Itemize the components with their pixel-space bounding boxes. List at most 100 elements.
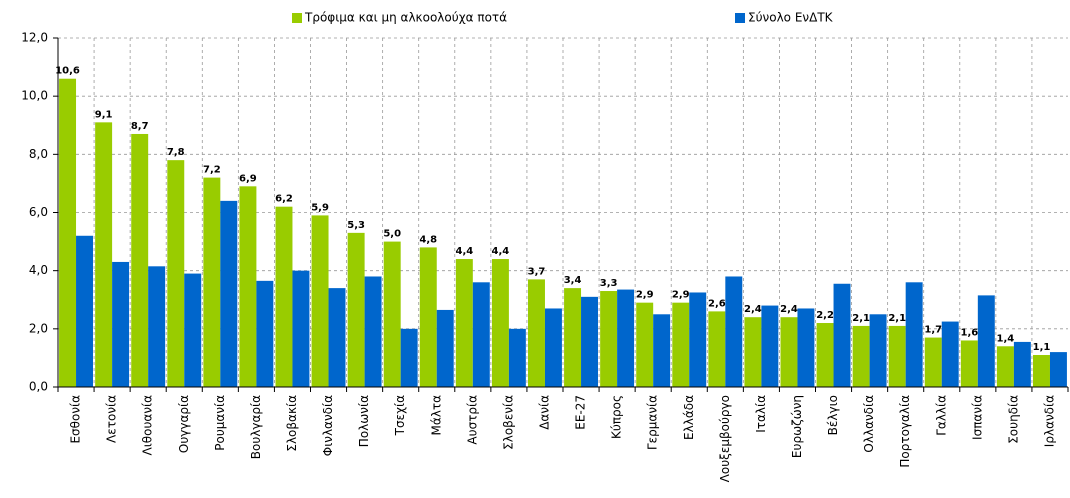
x-tick-label: Ρουμανία — [213, 395, 227, 451]
bar — [256, 280, 274, 387]
bar — [1013, 341, 1031, 387]
bar — [59, 78, 77, 387]
x-tick-label: Κύπρος — [610, 395, 624, 439]
x-tick-label: Γερμανία — [646, 395, 660, 450]
x-tick-label: Ισπανία — [970, 395, 984, 440]
value-label: 2,9 — [672, 290, 690, 301]
x-tick-label: Πορτογαλία — [898, 395, 912, 468]
x-tick-label: Ελλάδα — [682, 395, 696, 440]
x-tick-label: Δανία — [537, 395, 551, 430]
bar — [167, 160, 185, 387]
bar — [672, 302, 690, 387]
bar — [816, 323, 834, 387]
bar — [131, 133, 149, 387]
bar — [852, 325, 870, 387]
bar — [76, 235, 93, 387]
value-label: 8,7 — [131, 121, 149, 132]
y-tick-label: 8,0 — [29, 147, 48, 161]
bar — [528, 279, 545, 387]
bar — [419, 247, 437, 387]
bar — [797, 308, 815, 387]
bar — [328, 288, 346, 387]
x-tick-label: Λετονία — [105, 395, 119, 443]
x-tick-label: Ευρωζώνη — [790, 395, 804, 458]
x-tick-label: Πολωνία — [357, 395, 371, 447]
x-tick-label: Λουξεμβούργο — [718, 395, 732, 482]
bar — [924, 337, 942, 387]
bar — [761, 305, 779, 387]
x-tick-label: Ιρλανδία — [1042, 395, 1056, 447]
x-tick-label: Ουγγαρία — [177, 395, 191, 453]
x-tick-label: Εσθονία — [69, 395, 83, 444]
x-tick-label: Τσεχία — [393, 395, 407, 436]
bar — [689, 292, 707, 387]
value-label: 6,2 — [275, 194, 293, 205]
x-tick-label: Ιταλία — [754, 395, 768, 433]
bar — [184, 273, 202, 387]
bar — [653, 314, 671, 387]
bar — [239, 186, 257, 387]
bar — [708, 311, 726, 387]
bar — [888, 325, 906, 387]
bar — [960, 340, 978, 387]
y-tick-label: 12,0 — [21, 31, 48, 45]
bar — [833, 283, 851, 387]
bar — [1033, 355, 1050, 387]
x-tick-label: Φινλανδία — [321, 395, 335, 456]
x-tick-label: Μάλτα — [429, 395, 443, 436]
bar — [941, 321, 959, 387]
bar — [472, 282, 490, 387]
value-label: 5,0 — [383, 229, 401, 240]
y-tick-label: 4,0 — [29, 263, 48, 277]
y-tick-label: 10,0 — [21, 89, 48, 103]
value-label: 3,7 — [528, 266, 546, 277]
y-tick-label: 0,0 — [29, 380, 48, 394]
value-label: 2,9 — [636, 290, 654, 301]
bar — [725, 276, 743, 387]
bar — [383, 241, 401, 387]
bar — [744, 317, 762, 387]
bar — [311, 215, 329, 387]
value-label: 1,7 — [924, 325, 942, 336]
bar — [275, 206, 293, 387]
value-label: 7,8 — [167, 147, 185, 158]
x-tick-label: Βέλγιο — [826, 395, 840, 435]
value-label: 10,6 — [55, 66, 80, 77]
bar — [400, 328, 418, 387]
bar — [564, 288, 582, 387]
value-label: 5,3 — [347, 220, 365, 231]
x-tick-label: Ολλανδία — [862, 395, 876, 453]
legend-label: Σύνολο ΕνΔΤΚ — [748, 11, 834, 25]
x-tick-label: Βουλγαρία — [249, 395, 263, 459]
bar — [600, 291, 618, 387]
value-label: 1,1 — [1033, 342, 1051, 353]
bar — [977, 295, 995, 387]
x-tick-label: ΕΕ-27 — [574, 395, 588, 430]
value-label: 4,8 — [419, 234, 437, 245]
value-label: 4,4 — [455, 246, 473, 257]
bar — [996, 346, 1014, 387]
value-label: 2,2 — [816, 310, 834, 321]
bar — [508, 328, 526, 387]
value-label: 4,4 — [492, 246, 510, 257]
y-tick-label: 6,0 — [29, 205, 48, 219]
x-tick-label: Σλοβακία — [285, 395, 299, 452]
value-label: 3,3 — [600, 278, 618, 289]
y-tick-label: 2,0 — [29, 321, 48, 335]
legend-label: Τρόφιμα και μη αλκοολούχα ποτά — [304, 11, 507, 25]
legend-swatch — [735, 13, 745, 23]
bar — [636, 302, 654, 387]
x-tick-label: Αυστρία — [465, 395, 479, 445]
value-label: 2,1 — [888, 313, 906, 324]
value-label: 2,4 — [744, 304, 762, 315]
bar — [455, 259, 473, 387]
value-label: 1,6 — [960, 327, 978, 338]
x-tick-label: Γαλλία — [934, 395, 948, 436]
bar — [436, 309, 454, 387]
bar — [112, 261, 130, 387]
value-label: 7,2 — [203, 165, 221, 176]
x-tick-label: Λιθουανία — [141, 395, 155, 456]
value-label: 2,4 — [780, 304, 798, 315]
